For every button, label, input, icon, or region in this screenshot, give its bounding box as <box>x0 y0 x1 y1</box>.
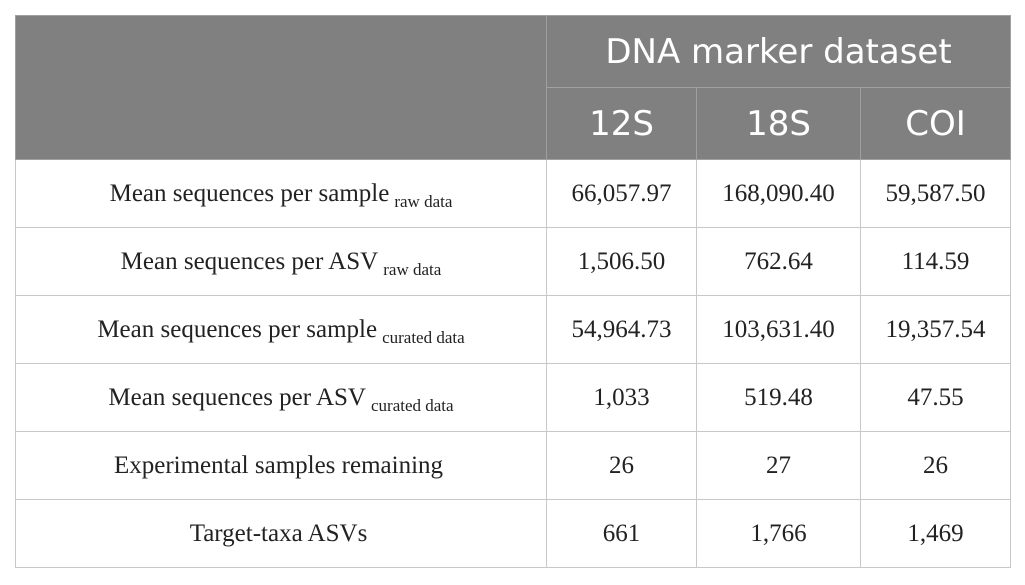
cell-coi: 59,587.50 <box>860 159 1011 228</box>
row-label-text: Mean sequences per ASV <box>120 247 379 275</box>
header-column-18s: 18S <box>696 87 861 160</box>
row-label-subscript: raw data <box>383 259 442 279</box>
row-label: Mean sequences per sample curated data <box>15 295 547 364</box>
row-label-text: Experimental samples remaining <box>113 451 444 479</box>
cell-coi: 47.55 <box>860 363 1011 432</box>
cell-18s: 103,631.40 <box>696 295 861 364</box>
cell-18s: 762.64 <box>696 227 861 296</box>
header-group-title: DNA marker dataset <box>546 15 1011 88</box>
table-row: Mean sequences per sample curated data 54… <box>15 295 1011 364</box>
row-label: Mean sequences per ASV raw data <box>15 227 547 296</box>
cell-18s: 519.48 <box>696 363 861 432</box>
row-label-text: Target-taxa ASVs <box>189 519 368 547</box>
cell-18s: 168,090.40 <box>696 159 861 228</box>
row-label: Target-taxa ASVs <box>15 499 547 568</box>
row-label: Mean sequences per sample raw data <box>15 159 547 228</box>
data-table: DNA marker dataset 12S 18S COI Mean sequ… <box>15 15 1011 568</box>
cell-coi: 1,469 <box>860 499 1011 568</box>
cell-18s: 27 <box>696 431 861 500</box>
row-label: Mean sequences per ASV curated data <box>15 363 547 432</box>
table-row: Mean sequences per ASV curated data 1,033… <box>15 363 1011 432</box>
header-corner-cell <box>15 15 547 160</box>
row-label-text: Mean sequences per sample <box>109 179 390 207</box>
header-column-coi: COI <box>860 87 1011 160</box>
row-label-subscript: curated data <box>382 327 465 347</box>
cell-12s: 1,506.50 <box>546 227 697 296</box>
row-label-subscript: raw data <box>394 191 453 211</box>
row-label-text: Mean sequences per ASV <box>108 383 366 411</box>
row-label-subscript: curated data <box>370 395 454 415</box>
row-label: Experimental samples remaining <box>15 431 547 500</box>
cell-18s: 1,766 <box>696 499 861 568</box>
cell-12s: 54,964.73 <box>546 295 697 364</box>
cell-12s: 661 <box>546 499 697 568</box>
table-row: Mean sequences per ASV raw data 1,506.50 … <box>15 227 1011 296</box>
cell-12s: 66,057.97 <box>546 159 697 228</box>
cell-coi: 114.59 <box>860 227 1011 296</box>
header-column-12s: 12S <box>546 87 697 160</box>
cell-coi: 26 <box>860 431 1011 500</box>
row-label-text: Mean sequences per sample <box>97 315 378 343</box>
table-row: Target-taxa ASVs 661 1,766 1,469 <box>15 499 1011 568</box>
cell-12s: 26 <box>546 431 697 500</box>
table-row: Mean sequences per sample raw data 66,057… <box>15 159 1011 228</box>
table-row: Experimental samples remaining 26 27 26 <box>15 431 1011 500</box>
cell-coi: 19,357.54 <box>860 295 1011 364</box>
cell-12s: 1,033 <box>546 363 697 432</box>
